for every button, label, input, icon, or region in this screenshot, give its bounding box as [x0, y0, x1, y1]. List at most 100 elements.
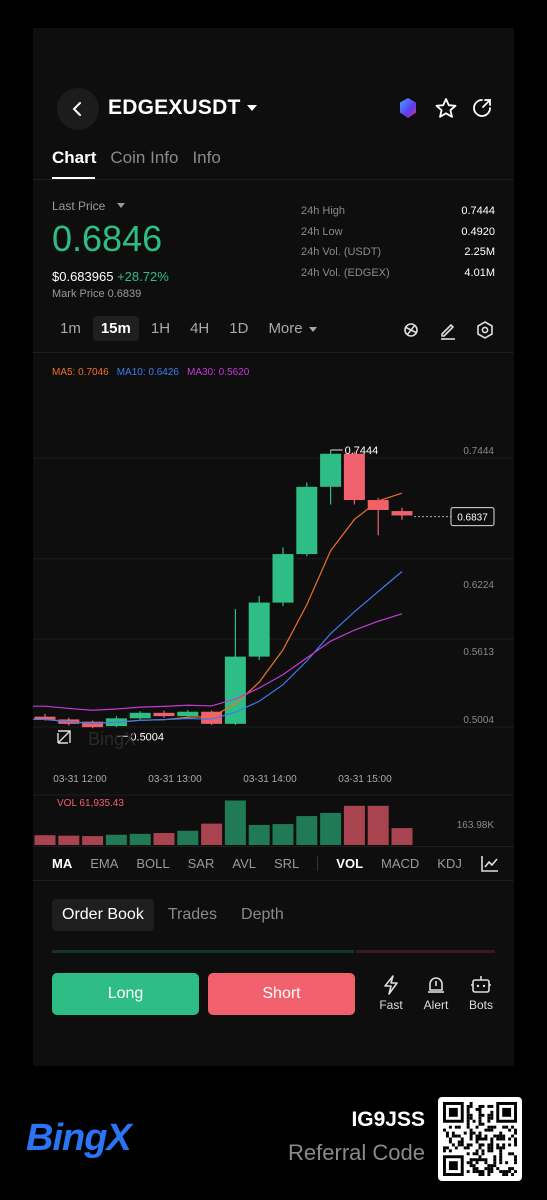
last-price-label[interactable]: Last Price: [52, 199, 106, 213]
x-tick-label: 03-31 12:00: [53, 774, 107, 785]
volume-bar: [201, 823, 223, 845]
candle-body: [343, 453, 365, 501]
ai-orb-icon[interactable]: [397, 97, 419, 119]
interval-1m[interactable]: 1m: [60, 320, 81, 337]
ind-avl[interactable]: AVL: [232, 856, 256, 871]
divider: [33, 880, 514, 881]
stat-24h-high: 24h High 0.7444: [301, 205, 495, 217]
qr-code: [438, 1097, 522, 1181]
more-intervals[interactable]: More: [260, 316, 324, 341]
bingx-logo: BingX: [26, 1117, 132, 1159]
tab-coin-info[interactable]: Coin Info: [110, 148, 179, 167]
y-tick-label: 0.7444: [463, 446, 494, 457]
caret-down-icon[interactable]: [117, 203, 125, 208]
interval-4h[interactable]: 4H: [190, 320, 210, 337]
ma5-line: [33, 492, 403, 725]
tab-trades[interactable]: Trades: [167, 906, 218, 923]
expand-icon[interactable]: [57, 730, 71, 744]
sell-ratio-bar: [356, 950, 495, 953]
ind-boll[interactable]: BOLL: [136, 856, 170, 871]
long-button[interactable]: Long: [52, 973, 199, 1015]
ind-sar[interactable]: SAR: [187, 856, 215, 871]
candle-body: [153, 712, 175, 717]
short-button[interactable]: Short: [208, 973, 355, 1015]
stats-panel: 24h High 0.7444 24h Low 0.4920 24h Vol. (U…: [301, 205, 495, 287]
draw-pen-icon[interactable]: [437, 319, 459, 341]
volume-bar: [82, 836, 104, 845]
bots-label: Bots: [468, 998, 493, 1012]
y-tick-label: 0.5613: [463, 647, 494, 658]
ind-ema[interactable]: EMA: [90, 856, 119, 871]
alert-button[interactable]: Alert: [416, 975, 456, 1012]
chevron-left-icon: [72, 102, 81, 116]
candle-body: [82, 721, 104, 728]
bots-button[interactable]: Bots: [461, 975, 501, 1012]
tab-info[interactable]: Info: [192, 148, 221, 167]
current-price-tag: [450, 507, 495, 527]
settings-hex-icon[interactable]: [474, 319, 496, 341]
y-tick-label: 0.6224: [463, 580, 494, 591]
stat-24h-vol-usdt: 24h Vol. (USDT) 2.25M: [301, 246, 495, 258]
star-icon[interactable]: [434, 97, 458, 119]
tab-depth[interactable]: Depth: [241, 906, 284, 923]
ind-kdj[interactable]: KDJ: [437, 856, 462, 871]
candle-body: [177, 711, 199, 717]
indicator-chart-icon[interactable]: [481, 855, 499, 872]
usd-value: $0.683965: [52, 269, 114, 284]
last-price: 0.6846: [52, 218, 163, 259]
indicator-bar: MA EMA BOLL SAR AVL SRL VOL MACD KDJ: [52, 856, 480, 871]
y-tick-label: 0.5004: [463, 715, 494, 726]
order-book-tabs: Order Book Trades Depth: [52, 899, 298, 931]
ma30-line: [33, 613, 403, 711]
volume-bar: [129, 833, 151, 845]
tab-chart[interactable]: Chart: [52, 148, 97, 167]
ma30-label: MA30: 0.5620: [186, 367, 250, 378]
fast-button[interactable]: Fast: [371, 975, 411, 1012]
more-label: More: [268, 320, 303, 337]
caret-down-icon[interactable]: [247, 105, 257, 111]
ind-macd[interactable]: MACD: [381, 856, 420, 871]
pair-title[interactable]: EDGEXUSDT: [108, 96, 241, 119]
stat-24h-low: 24h Low 0.4920: [301, 225, 495, 238]
candle-body: [320, 453, 342, 487]
share-icon[interactable]: [471, 97, 493, 119]
ma5-label: MA5: 0.7046: [52, 367, 109, 378]
referral-code-label: Referral Code: [288, 1140, 425, 1165]
ind-srl[interactable]: SRL: [273, 856, 300, 871]
divider: [33, 352, 514, 353]
divider: [33, 179, 514, 180]
usd-price: $0.683965 +28.72%: [52, 269, 169, 284]
alert-label: Alert: [423, 998, 449, 1012]
price-chart[interactable]: 0.7444 0.6224 0.5613 0.5004 0.7444 0.5004 0.68…: [33, 358, 514, 848]
ma10-label: MA10: 0.6426: [116, 367, 179, 378]
volume-label: VOL 61,935.43: [57, 798, 124, 809]
interval-1d[interactable]: 1D: [229, 320, 249, 337]
app-screen: EDGEXUSDT Chart Coin Info Info Last Pric…: [33, 28, 514, 1066]
interval-1h[interactable]: 1H: [150, 320, 171, 337]
current-price-tag-label: 0.6837: [457, 513, 488, 524]
candle-body: [34, 716, 56, 720]
volume-bar: [391, 828, 413, 845]
mark-price: Mark Price 0.6839: [52, 288, 142, 300]
lightning-icon: [384, 975, 398, 995]
volume-bar: [272, 824, 294, 845]
ma10-line: [33, 571, 403, 725]
high-marker-label: 0.7444: [345, 445, 379, 457]
ma-legend: MA5: 0.7046 MA10: 0.6426 MA30: 0.5620: [52, 367, 249, 378]
tab-order-book[interactable]: Order Book: [52, 899, 154, 931]
volume-bar: [153, 832, 175, 845]
volume-bar: [177, 830, 199, 845]
active-tab-indicator: [52, 177, 95, 179]
price-change: +28.72%: [117, 269, 169, 284]
ind-ma[interactable]: MA: [52, 856, 73, 871]
volume-bar: [296, 816, 318, 845]
indicator-settings-icon[interactable]: [400, 319, 422, 341]
low-marker-label: 0.5004: [130, 731, 164, 743]
interval-15m[interactable]: 15m: [92, 316, 139, 341]
caret-down-icon: [308, 326, 317, 332]
fast-label: Fast: [379, 998, 403, 1012]
x-tick-label: 03-31 15:00: [338, 774, 392, 785]
candle-body: [272, 554, 294, 603]
ind-vol[interactable]: VOL: [336, 856, 364, 871]
back-button[interactable]: [57, 88, 99, 130]
